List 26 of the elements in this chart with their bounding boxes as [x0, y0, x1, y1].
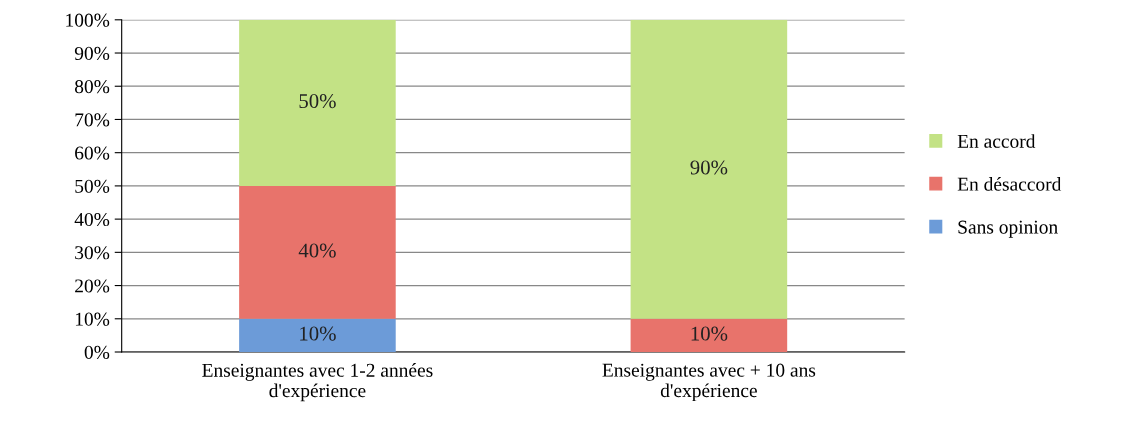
- data-label: 90%: [690, 160, 728, 175]
- legend-label: En désaccord: [957, 177, 1062, 191]
- legend-label: Sans opinion: [958, 220, 1058, 238]
- y-tick-label: 90%: [74, 46, 110, 61]
- y-tick-label: 0%: [84, 345, 110, 359]
- y-tick-label: 100%: [66, 13, 110, 27]
- y-tick-label: 20%: [75, 279, 110, 293]
- x-tick-label: Enseignantes avec + 10 ans d'expérience: [602, 363, 816, 402]
- bar: [239, 19, 396, 186]
- y-tick-label: 10%: [75, 312, 110, 326]
- x-tick-label: Enseignantes avec 1-2 années d'expérience: [202, 363, 433, 402]
- data-label: 40%: [298, 243, 336, 258]
- bar: [239, 318, 396, 352]
- bar: [630, 19, 788, 319]
- bar: [630, 318, 788, 352]
- bar: [239, 185, 396, 319]
- y-tick-label: 70%: [75, 113, 110, 127]
- y-tick-label: 50%: [75, 179, 110, 193]
- y-tick-label: 80%: [74, 80, 110, 94]
- data-label: 50%: [299, 94, 336, 109]
- y-tick-label: 30%: [75, 246, 110, 260]
- data-label: 10%: [691, 326, 728, 341]
- legend-label: En accord: [957, 134, 1036, 148]
- data-label: 10%: [300, 326, 336, 341]
- y-tick-label: 40%: [74, 212, 110, 227]
- y-tick-label: 60%: [75, 146, 110, 160]
